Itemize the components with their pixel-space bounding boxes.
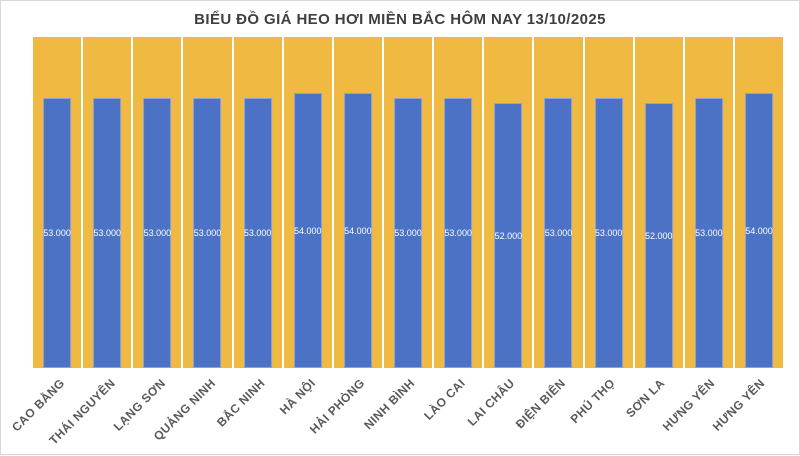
category-column: 53.000	[233, 37, 282, 368]
bar-value-label: 53.000	[243, 228, 272, 239]
category-column: 53.000	[83, 37, 132, 368]
category-column: 53.000	[534, 37, 583, 368]
bar: 53.000	[444, 98, 473, 368]
bar-value-label: 54.000	[344, 225, 372, 236]
bar-value-label: 53.000	[143, 228, 172, 239]
category-column: 54.000	[333, 37, 382, 368]
bar: 53.000	[394, 98, 422, 368]
bar-value-label: 53.000	[43, 228, 71, 239]
bar-value-label: 52.000	[494, 230, 523, 241]
category-column: 53.000	[183, 37, 232, 368]
bar: 54.000	[343, 93, 372, 368]
plot-area: 53.000 53.000 53.000 53.000 53.000 54.000 54.0…	[33, 37, 784, 368]
category-column: 53.000	[584, 37, 633, 368]
category-column: 53.000	[383, 37, 433, 368]
bar-value-label: 53.000	[544, 228, 573, 239]
bar: 54.000	[745, 93, 773, 368]
bar-value-label: 52.000	[644, 230, 673, 241]
bar-value-label: 53.000	[193, 228, 222, 239]
category-column: 53.000	[434, 37, 483, 368]
bar: 53.000	[43, 98, 72, 368]
bar: 53.000	[544, 98, 573, 368]
category-column: 54.000	[283, 37, 332, 368]
bar: 53.000	[694, 98, 723, 368]
category-column: 52.000	[634, 37, 683, 368]
chart-title: BIỂU ĐỒ GIÁ HEO HƠI MIỀN BẮC HÔM NAY 13/…	[194, 11, 606, 28]
category-column: 53.000	[33, 37, 82, 368]
category-column: 52.000	[484, 37, 533, 368]
bar-value-label: 53.000	[93, 228, 121, 239]
category-column: 54.000	[734, 37, 784, 368]
x-axis: CAO BẰNG THÁI NGUYÊN LẠNG SƠN QUẢNG NINH BẮC…	[9, 376, 768, 448]
bar: 53.000	[143, 98, 172, 368]
bar-value-label: 53.000	[394, 228, 422, 239]
bar: 53.000	[594, 98, 623, 368]
bar-value-label: 54.000	[294, 225, 322, 236]
bar: 53.000	[93, 98, 122, 368]
bar: 53.000	[243, 98, 272, 368]
bar: 52.000	[644, 103, 673, 368]
bar: 52.000	[494, 103, 523, 368]
bar-value-label: 53.000	[444, 228, 472, 239]
bar: 53.000	[193, 98, 222, 368]
bar-value-label: 54.000	[745, 225, 773, 236]
bar-value-label: 53.000	[594, 228, 623, 239]
bar-value-label: 53.000	[695, 228, 723, 239]
category-column: 53.000	[684, 37, 733, 368]
bar: 54.000	[293, 93, 322, 368]
category-column: 53.000	[133, 37, 182, 368]
